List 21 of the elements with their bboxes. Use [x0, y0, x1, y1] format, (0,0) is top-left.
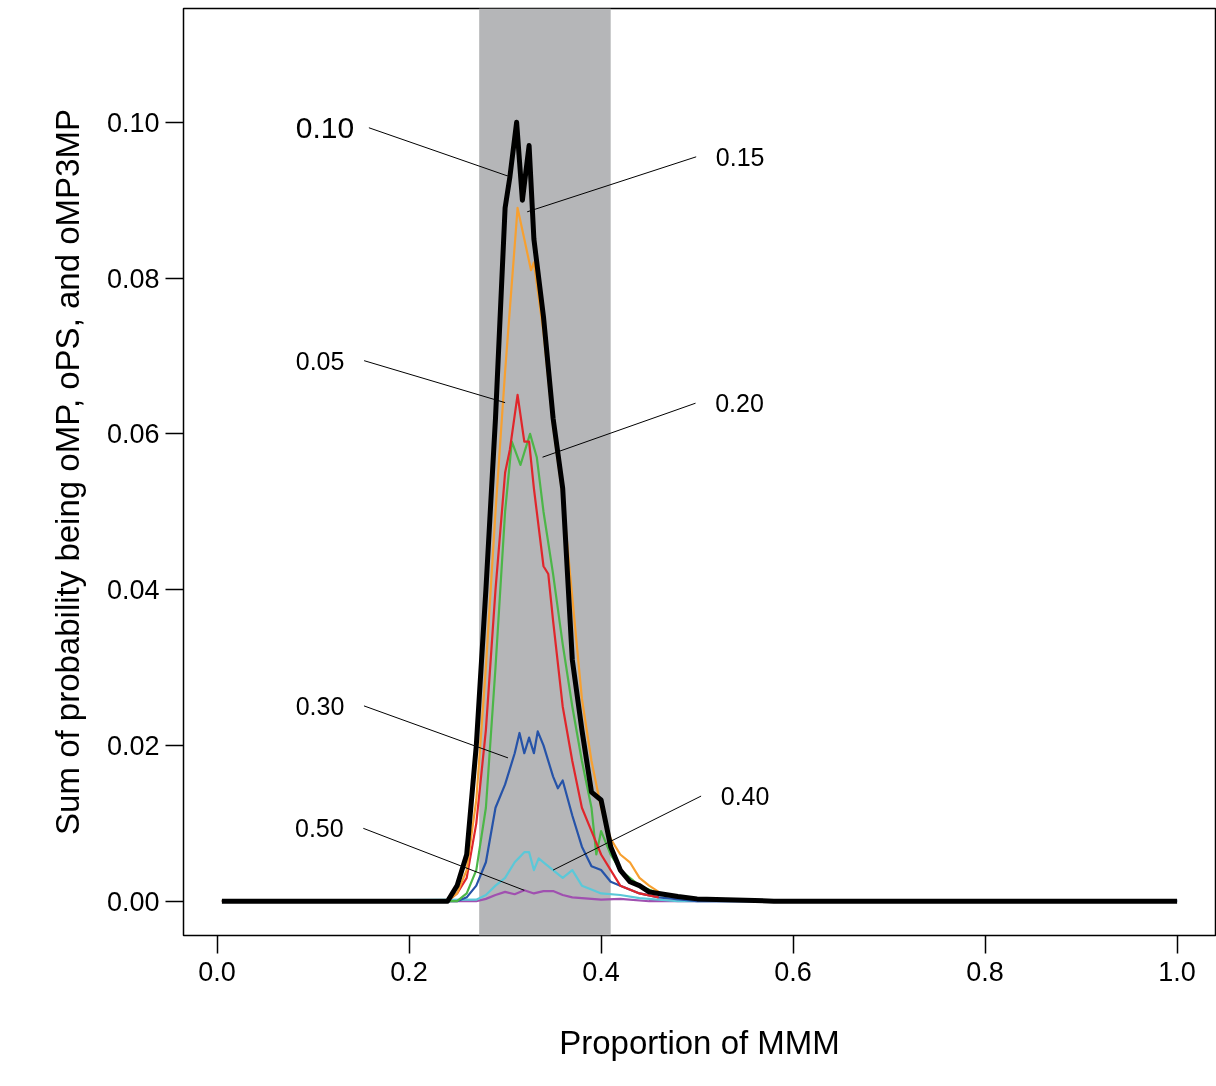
x-axis-title: Proportion of MMM: [559, 1023, 840, 1061]
x-tick-label: 0.0: [198, 956, 236, 987]
x-tick-label: 0.8: [966, 956, 1004, 987]
annotation: 0.20: [715, 389, 764, 418]
x-tick-label: 0.4: [582, 956, 620, 987]
y-tick-label: 0.06: [106, 419, 160, 450]
x-tick-label: 0.2: [390, 956, 428, 987]
annotation: 0.10: [295, 110, 355, 144]
x-tick-label: 0.6: [774, 956, 812, 987]
annotation: 0.50: [294, 814, 344, 843]
y-tick-label: 0.00: [106, 886, 160, 917]
annotation: 0.05: [295, 346, 345, 375]
annotation: 0.30: [295, 691, 345, 720]
x-tick-label: 1.0: [1158, 956, 1196, 987]
y-tick-label: 0.08: [106, 263, 160, 294]
y-tick-label: 0.02: [106, 730, 160, 761]
y-tick-label: 0.10: [106, 107, 160, 138]
annotation: 0.15: [715, 142, 765, 171]
y-axis-title: Sum of probability being oMP, oPS, and oMP3MP: [48, 109, 86, 835]
y-tick-label: 0.04: [106, 575, 160, 606]
annotation: 0.40: [720, 782, 770, 811]
